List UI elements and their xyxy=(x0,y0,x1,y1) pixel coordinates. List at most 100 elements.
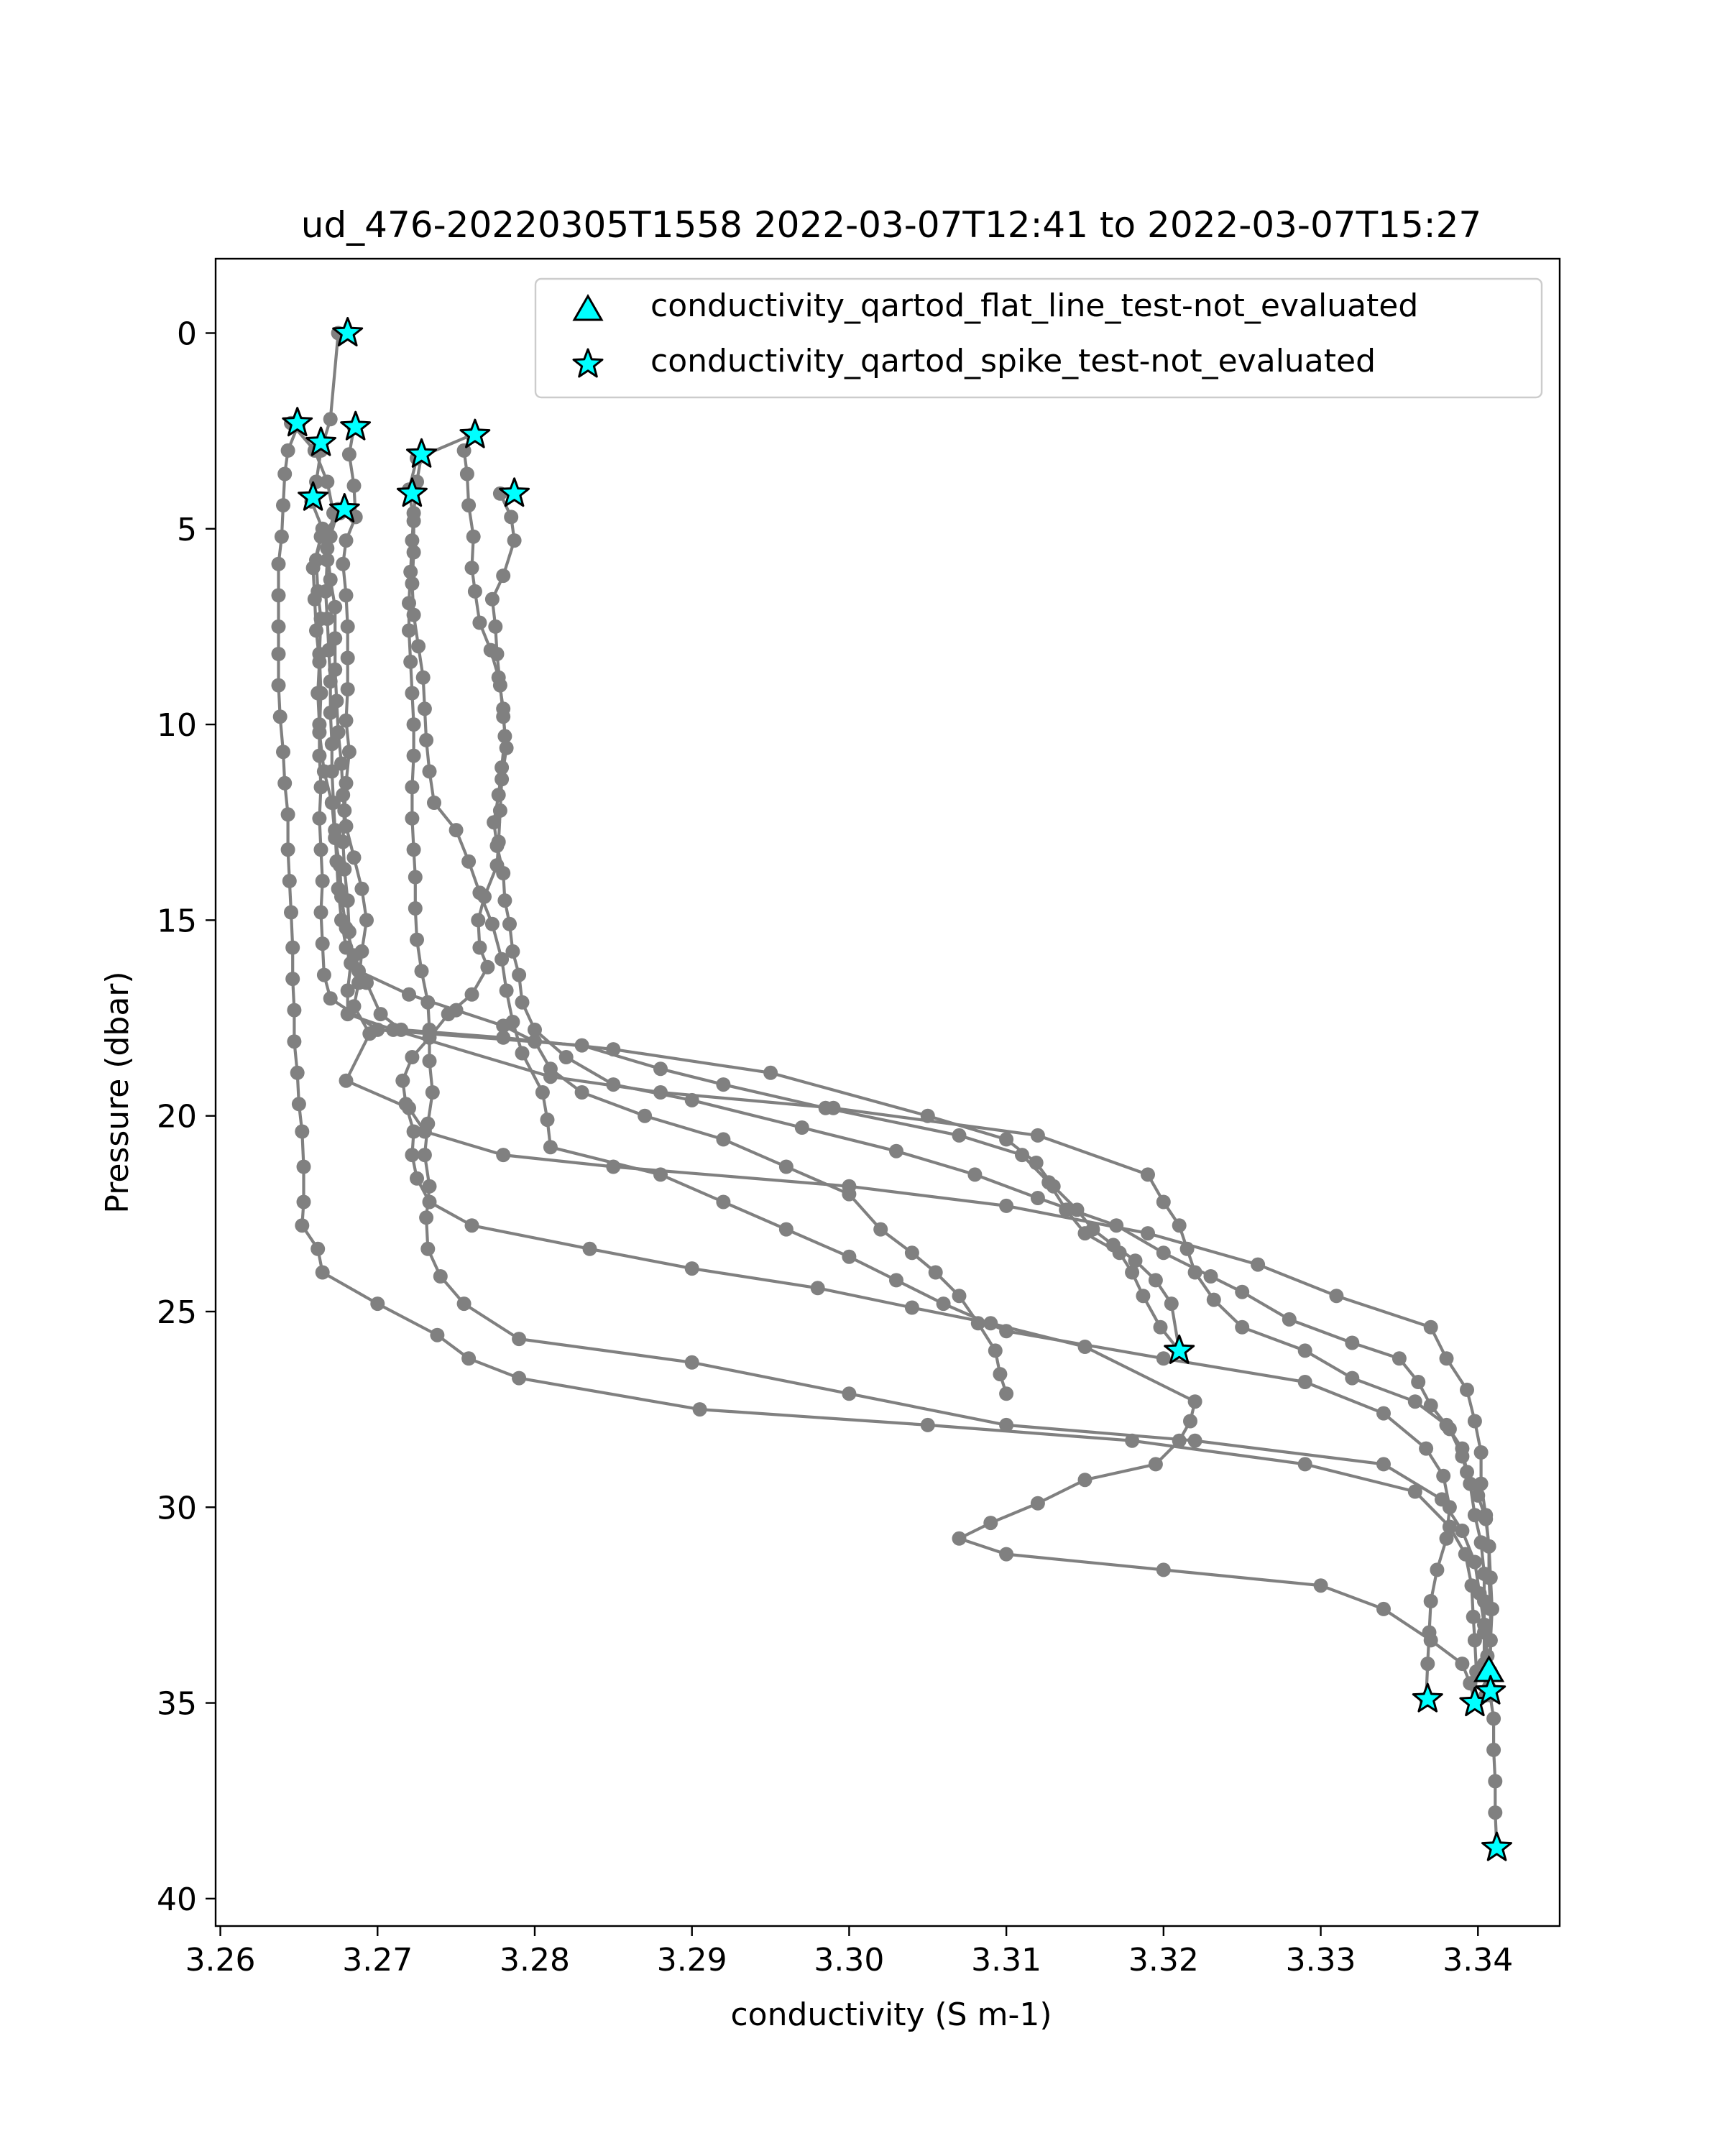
profile-point xyxy=(329,694,344,709)
profile-point xyxy=(638,1108,653,1123)
profile-point xyxy=(395,1073,410,1088)
profile-point xyxy=(420,1116,436,1131)
legend-triangle-shape xyxy=(572,293,604,321)
profile-point xyxy=(1297,1375,1312,1389)
profile-point xyxy=(582,1241,597,1256)
profile-point xyxy=(271,556,286,571)
spike-flag-marker xyxy=(1481,1831,1512,1861)
profile-point xyxy=(497,893,512,908)
profile-point xyxy=(411,639,426,654)
profile-point xyxy=(684,1355,699,1370)
profile-point xyxy=(386,1022,401,1037)
profile-point xyxy=(487,815,502,830)
profile-point xyxy=(1411,1375,1426,1389)
profile-point xyxy=(315,936,330,952)
profile-point xyxy=(398,1097,413,1112)
profile-point xyxy=(983,1316,998,1331)
profile-point xyxy=(1030,1496,1045,1511)
profile-point xyxy=(1172,1218,1187,1233)
profile-point xyxy=(1467,1508,1482,1523)
profile-point xyxy=(1153,1319,1168,1335)
profile-point xyxy=(1467,1554,1482,1570)
profile-point xyxy=(296,1159,311,1174)
profile-point xyxy=(472,615,487,630)
profile-point xyxy=(528,1022,542,1037)
profile-point xyxy=(842,1386,857,1401)
profile-point xyxy=(716,1077,731,1092)
profile-point xyxy=(305,561,321,576)
profile-point xyxy=(277,466,293,482)
profile-point xyxy=(406,1124,421,1139)
profile-point xyxy=(1442,1500,1457,1515)
profile-point xyxy=(328,823,343,838)
chart-title: ud_476-20220305T1558 2022-03-07T12:41 to… xyxy=(301,204,1481,246)
profile-point xyxy=(993,1367,1008,1382)
profile-point xyxy=(1125,1265,1140,1280)
profile-point xyxy=(334,913,349,928)
profile-point xyxy=(315,873,330,888)
profile-point xyxy=(291,1097,306,1112)
profile-point xyxy=(295,1124,310,1139)
profile-point xyxy=(1455,1524,1470,1538)
profile-point xyxy=(370,1296,385,1312)
profile-point xyxy=(1172,1433,1187,1448)
profile-point xyxy=(491,670,506,685)
profile-point xyxy=(461,1351,477,1366)
profile-point xyxy=(1442,1422,1457,1437)
profile-point xyxy=(499,983,514,998)
profile-point xyxy=(419,732,434,747)
profile-point xyxy=(1141,1167,1155,1182)
profile-point xyxy=(316,967,331,982)
profile-point xyxy=(480,959,495,975)
spike-flag-marker xyxy=(499,477,530,507)
x-tick-label: 3.28 xyxy=(500,1942,570,1978)
profile-point xyxy=(653,1061,668,1077)
profile-point xyxy=(276,745,290,760)
profile-point xyxy=(459,466,474,482)
profile-point xyxy=(904,1300,919,1315)
profile-point xyxy=(276,498,290,513)
profile-point xyxy=(1077,1473,1092,1488)
profile-point xyxy=(336,556,351,571)
profile-point xyxy=(1156,1351,1171,1366)
profile-point xyxy=(535,1085,550,1100)
profile-point xyxy=(1077,1340,1092,1354)
profile-point xyxy=(284,905,298,920)
x-tick-label: 3.31 xyxy=(971,1942,1041,1978)
profile-point xyxy=(1313,1578,1328,1593)
profile-point xyxy=(988,1343,1003,1358)
profile-point xyxy=(405,576,420,591)
profile-point xyxy=(340,682,355,697)
profile-point xyxy=(1329,1289,1344,1304)
profile-point xyxy=(1477,1594,1491,1608)
profile-point xyxy=(287,1003,302,1018)
profile-point xyxy=(484,916,500,931)
profile-point xyxy=(466,529,481,544)
profile-point xyxy=(1251,1257,1266,1272)
profile-point xyxy=(346,850,362,865)
profile-point xyxy=(1376,1406,1391,1421)
profile-point xyxy=(422,1179,437,1194)
profile-point xyxy=(1486,1742,1501,1757)
profile-point xyxy=(422,1054,437,1069)
profile-point xyxy=(543,1061,558,1077)
x-tick-label: 3.32 xyxy=(1128,1942,1199,1978)
profile-point xyxy=(1015,1148,1029,1163)
profile-point xyxy=(983,1516,998,1531)
profile-point xyxy=(496,866,511,880)
profile-point xyxy=(422,1030,437,1045)
profile-point xyxy=(467,584,482,599)
x-tick-label: 3.34 xyxy=(1443,1942,1513,1978)
profile-point xyxy=(419,1210,434,1225)
profile-point xyxy=(417,1148,432,1163)
profile-point xyxy=(354,881,369,896)
spike-flag-marker xyxy=(328,493,360,522)
profile-point xyxy=(271,619,286,634)
profile-point xyxy=(794,1120,809,1135)
profile-point xyxy=(692,1402,707,1417)
profile-point xyxy=(408,901,423,916)
profile-point xyxy=(1473,1445,1489,1460)
profile-point xyxy=(464,1218,479,1233)
profile-point xyxy=(329,854,344,869)
